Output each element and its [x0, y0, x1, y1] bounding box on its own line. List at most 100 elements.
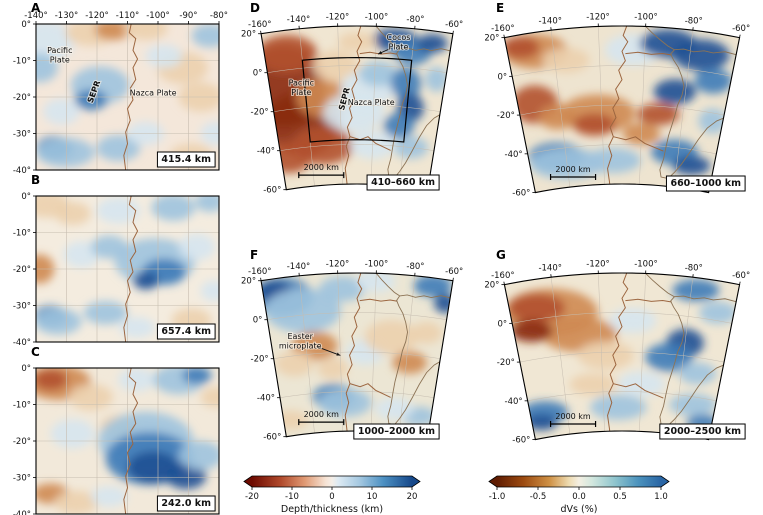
tick-label-left: -60° [512, 436, 530, 446]
tick-label-left: 0° [253, 316, 263, 326]
map-annotation: Easter microplate [279, 332, 322, 351]
tick-label-left: -30° [13, 130, 31, 140]
colorbar-tick-label: 0 [329, 492, 334, 502]
panel-b: B 0° -10° -20° -30° -40° 657.4 km [0, 172, 232, 350]
tick-label-top: -100° [634, 259, 658, 269]
field-blobs [36, 196, 219, 338]
panel-letter-b: B [31, 173, 41, 187]
geo-line [359, 51, 398, 55]
tick-label-top: -120° [586, 12, 610, 22]
tick-label-left: -10° [13, 57, 31, 67]
tick-label-left: -40° [505, 397, 523, 407]
colorbar-tick-label: -0.5 [530, 492, 547, 502]
colorbar-svg: -20 -10 0 10 20 Depth/thickness (km) [243, 475, 421, 515]
map-svg-F: Easter microplate -160° -140° -120° -100° -80°… [241, 259, 463, 442]
tick-label-top: -60° [445, 267, 463, 277]
colorbar-tick-label: 10 [367, 492, 378, 502]
map-svg-G: -160° -140° -120° -100° -80° -60° 20° 0° -20° -40… [484, 259, 750, 446]
panel-g: G -160° -140° -120° -100° -80° -60° 20° 0° -20° -… [484, 247, 763, 465]
depth-label-text: 415.4 km [161, 154, 211, 165]
tick-label-top: -160° [248, 20, 272, 30]
panel-letter-g: G [496, 248, 506, 262]
tick-label-left: -20° [13, 93, 31, 103]
colorbar-tick-label: -10 [285, 492, 299, 502]
depth-label: 2000–2500 km [659, 423, 746, 440]
colorbar-tick-label: 1.0 [654, 492, 668, 502]
tick-label-left: -20° [251, 355, 269, 365]
geo-line [349, 383, 391, 398]
scalebar-label: 2000 km [304, 410, 340, 419]
colorbar-tick-label: -1.0 [489, 492, 506, 502]
map-svg-C: 0° -10° -20° -30° -40° 242.0 km [13, 364, 220, 515]
depth-label: 410–660 km [366, 174, 440, 191]
colorbar-dvs: -1.0 -0.5 0.0 0.5 1.0 dVs (%) [485, 470, 690, 515]
tick-label-left: 0° [21, 192, 31, 202]
map-frame [35, 23, 220, 171]
tick-label-left: 0° [498, 319, 508, 329]
tick-label-left: -40° [13, 510, 31, 515]
study-area-box [301, 56, 413, 143]
geo-line [613, 136, 664, 152]
depth-label-text: 410–660 km [371, 177, 435, 188]
map-annotation: Nazca Plate [130, 89, 177, 98]
tick-label-left: -60° [512, 189, 530, 199]
map-frame [503, 25, 741, 194]
colorbar-tick-label: 0.0 [572, 492, 586, 502]
depth-label-text: 657.4 km [161, 326, 211, 337]
tick-label-top: -160° [491, 24, 515, 34]
tick-label-left: -20° [251, 108, 269, 118]
geo-line [344, 26, 363, 185]
tick-label-left: 0° [21, 20, 31, 30]
map-annotation: Pacific Plate [289, 79, 314, 98]
panel-f: F Easter microplate -160° -140° -120° -100° -8… [241, 247, 472, 465]
tick-label-top: -80° [406, 15, 424, 25]
tick-label-top: -60° [445, 20, 463, 30]
map-area [261, 273, 453, 437]
tick-label-top: -80° [210, 11, 228, 21]
depth-label: 657.4 km [156, 323, 216, 340]
geo-line [273, 104, 441, 112]
colorbar-bar [488, 475, 670, 488]
tick-label-left: -20° [497, 111, 515, 121]
geo-line [375, 26, 400, 50]
geo-line [625, 298, 672, 303]
scalebar-label: 2000 km [555, 412, 591, 421]
tick-label-left: 0° [498, 72, 508, 82]
map-frame [35, 367, 220, 515]
tick-label-left: -40° [257, 394, 275, 404]
geo-line [645, 273, 675, 298]
depth-label: 242.0 km [156, 495, 216, 512]
map-svg-E: -160° -140° -120° -100° -80° -60° 20° 0° -20° -40… [484, 12, 750, 199]
tick-label-left: -20° [13, 437, 31, 447]
tick-label-top: -120° [586, 259, 610, 269]
geo-line [645, 26, 675, 51]
depth-label: 1000–2000 km [353, 423, 440, 440]
tick-label-left: 20° [241, 277, 256, 287]
tick-label-left: 0° [253, 69, 263, 79]
geo-line [273, 351, 441, 359]
geo-line [349, 136, 391, 151]
annotation-arrow [316, 346, 341, 356]
tick-label-left: -20° [497, 358, 515, 368]
map-area [36, 368, 219, 514]
tick-label-top: -140° [24, 11, 48, 21]
geo-line [123, 196, 139, 342]
panel-letter-c: C [31, 345, 40, 359]
geo-line [527, 391, 717, 402]
annotation-arrowhead [378, 51, 383, 55]
geo-line [674, 48, 737, 56]
geo-line [607, 26, 629, 185]
depth-label-text: 242.0 km [161, 498, 211, 509]
colorbar-tick-label: 20 [407, 492, 418, 502]
tick-label-top: -110° [116, 11, 140, 21]
map-svg-B: 0° -10° -20° -30° -40° 657.4 km [13, 192, 220, 348]
colorbar-tick-label: -20 [245, 492, 259, 502]
colorbar-caption: dVs (%) [561, 504, 598, 515]
tick-label-left: 0° [21, 364, 31, 374]
geo-line [527, 144, 717, 155]
tick-label-left: 20° [484, 34, 499, 44]
geo-line [123, 368, 139, 514]
geo-line [123, 24, 139, 170]
map-area [504, 26, 740, 193]
